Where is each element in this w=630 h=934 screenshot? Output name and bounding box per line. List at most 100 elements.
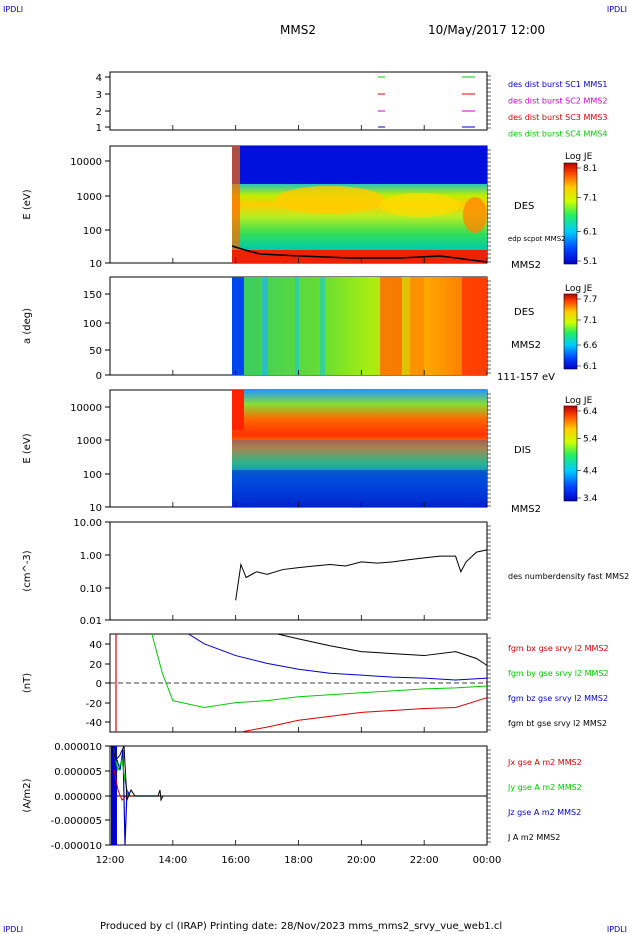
- ytick-label: 10.00: [73, 518, 102, 529]
- dis-energy-spacecraft-label: MMS2: [511, 504, 541, 515]
- des-pitch-spacecraft-label: MMS2: [511, 340, 541, 351]
- density-series-line: [235, 549, 488, 601]
- ytick-label: 150: [83, 290, 102, 301]
- ytick-label: 10000: [70, 403, 102, 414]
- magnetic-legend-label: fgm bt gse srvy l2 MMS2: [508, 719, 607, 728]
- burst-legend-label: des dist burst SC4 MMS4: [508, 130, 607, 139]
- corner-label-top-left: IPDLI: [3, 5, 23, 14]
- ytick-label: -0.000010: [51, 841, 102, 852]
- ytick-label: 100: [83, 319, 102, 330]
- des-energy-overlay-label: edp scpot MMS2: [508, 235, 566, 243]
- time-axis-label: 22:00: [410, 855, 439, 866]
- ytick-label: 1: [96, 123, 102, 134]
- burst-legend-label: des dist burst SC2 MMS2: [508, 97, 607, 106]
- ytick-label: 0.01: [80, 616, 102, 627]
- des-pitch-spectrogram: [232, 277, 487, 375]
- colorbar-title: Log JE: [565, 152, 593, 162]
- colorbar-tick-label: 3.4: [583, 494, 598, 504]
- ytick-label: -0.000005: [51, 816, 102, 827]
- ytick-label: 10: [89, 503, 102, 514]
- footer-credits: Produced by cl (IRAP) Printing date: 28/…: [100, 921, 502, 932]
- colorbar-tick-label: 8.1: [583, 164, 597, 174]
- magnetic-legend-label: fgm bx gse srvy l2 MMS2: [508, 644, 609, 653]
- ytick-label: 40: [89, 640, 102, 651]
- corner-label-bottom-right: IPDLI: [607, 925, 627, 934]
- time-axis-label: 00:00: [473, 855, 502, 866]
- ytick-label: 1.00: [80, 551, 102, 562]
- dis-energy-instrument-label: DIS: [514, 445, 531, 456]
- ytick-label: 100: [83, 470, 102, 481]
- colorbar-dis-energy: [563, 405, 578, 502]
- colorbar-title: Log JE: [565, 284, 593, 294]
- ytick-label: -40: [86, 718, 102, 729]
- current-traces: [110, 745, 487, 846]
- des-energy-spectrogram: [231, 146, 488, 263]
- ytick-label: -20: [86, 699, 102, 710]
- ytick-label: 1000: [77, 436, 102, 447]
- y-axis-label: (A/m2): [22, 778, 33, 812]
- y-axis-label: a (deg): [22, 308, 33, 344]
- magnetic-series-line: [188, 633, 488, 681]
- time-axis-label: 18:00: [284, 855, 313, 866]
- current-legend-label: Jy gse A m2 MMS2: [507, 783, 582, 792]
- time-axis-label: 16:00: [221, 855, 250, 866]
- y-axis-label: (nT): [22, 673, 33, 693]
- burst-legend-label: des dist burst SC3 MMS3: [508, 113, 607, 122]
- colorbar-tick-label: 4.4: [583, 466, 598, 476]
- density-legend-label: des numberdensity fast MMS2: [508, 572, 629, 581]
- y-axis-label: (cm^-3): [22, 550, 33, 591]
- ytick-label: 50: [89, 346, 102, 357]
- des-pitch-energy-range: 111-157 eV: [497, 372, 555, 383]
- colorbar-des-energy: [563, 162, 578, 265]
- colorbar-tick-label: 7.1: [583, 194, 597, 204]
- colorbar-tick-label: 6.1: [583, 227, 597, 237]
- current-legend-label: Jz gse A m2 MMS2: [507, 808, 581, 817]
- des-pitch-instrument-label: DES: [514, 307, 534, 318]
- datetime-title: 10/May/2017 12:00: [428, 23, 545, 37]
- ytick-label: 0.10: [80, 584, 102, 595]
- ytick-label: 0: [96, 371, 102, 382]
- time-axis-label: 14:00: [158, 855, 187, 866]
- y-axis-label: E (eV): [22, 433, 33, 463]
- colorbar-title: Log JE: [565, 396, 593, 406]
- time-axis-label: 20:00: [347, 855, 376, 866]
- colorbar-tick-label: 5.1: [583, 257, 597, 267]
- ytick-label: 3: [96, 90, 102, 101]
- ytick-label: 0.000000: [54, 792, 102, 803]
- colorbar-tick-label: 6.4: [583, 407, 598, 417]
- ytick-label: 0.000010: [54, 742, 102, 753]
- colorbar-tick-label: 6.1: [583, 362, 597, 372]
- burst-legend-label: des dist burst SC1 MMS1: [508, 80, 607, 89]
- panel-density-frame: [109, 521, 488, 621]
- y-axis-label: E (eV): [22, 189, 33, 219]
- current-legend-label: J A m2 MMS2: [507, 833, 560, 842]
- des-energy-instrument-label: DES: [514, 201, 534, 212]
- magnetic-legend-label: fgm by gse srvy l2 MMS2: [508, 669, 609, 678]
- dis-energy-spectrogram: [232, 390, 487, 507]
- colorbar-tick-label: 5.4: [583, 435, 598, 445]
- magnetic-series-line: [240, 697, 488, 733]
- magnetic-series-line: [151, 633, 488, 709]
- colorbar-tick-label: 6.6: [583, 341, 598, 351]
- ytick-label: 10000: [70, 157, 102, 168]
- ytick-label: 20: [89, 660, 102, 671]
- panel-burst-frame: [109, 71, 488, 131]
- ytick-label: 4: [96, 73, 102, 84]
- colorbar-tick-label: 7.7: [583, 295, 597, 305]
- corner-label-bottom-left: IPDLI: [3, 925, 23, 934]
- colorbar-tick-label: 7.1: [583, 316, 597, 326]
- magnetic-legend-label: fgm bz gse srvy l2 MMS2: [508, 694, 608, 703]
- magnetic-series-line: [277, 633, 488, 666]
- corner-label-top-right: IPDLI: [607, 5, 627, 14]
- current-legend-label: Jx gse A m2 MMS2: [507, 758, 582, 767]
- ytick-label: 2: [96, 107, 102, 118]
- ytick-label: 0: [96, 679, 102, 690]
- time-axis-label: 12:00: [96, 855, 125, 866]
- des-energy-spacecraft-label: MMS2: [511, 260, 541, 271]
- ytick-label: 100: [83, 226, 102, 237]
- ytick-label: 1000: [77, 192, 102, 203]
- ytick-label: 0.000005: [54, 767, 102, 778]
- spacecraft-title: MMS2: [280, 23, 316, 37]
- ytick-label: 10: [89, 259, 102, 270]
